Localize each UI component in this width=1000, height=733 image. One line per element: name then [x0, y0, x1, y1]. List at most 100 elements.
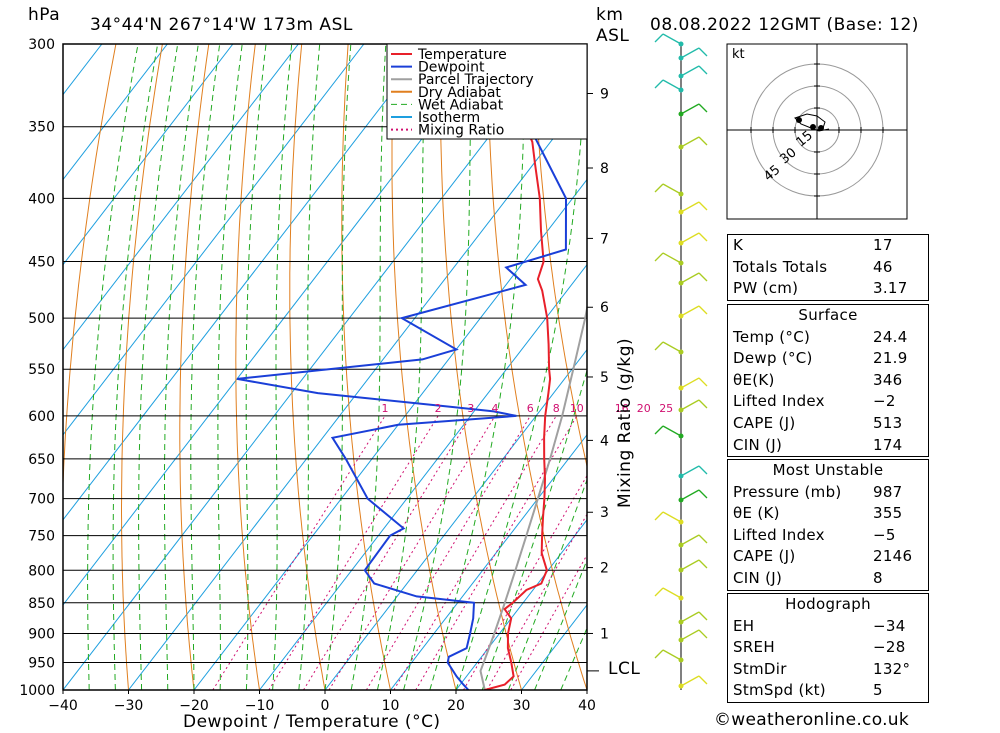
wind-barb-flag: [654, 511, 664, 521]
dry-adiabat-line: [440, 44, 522, 690]
index-row: Pressure (mb) 987: [733, 482, 903, 501]
dewpoint-line: [236, 44, 568, 690]
temperature-line: [484, 44, 552, 690]
wind-barb-shaft: [662, 252, 682, 264]
wind-barb-flag: [698, 103, 708, 113]
isotherm-line: [63, 44, 561, 690]
units-left: hPa: [28, 5, 60, 25]
wind-barb-flag: [698, 65, 708, 75]
pressure-tick-label: 750: [28, 529, 55, 545]
wind-barb-dot: [678, 73, 684, 79]
wind-barb-dot: [678, 240, 684, 246]
index-row: StmSpd (kt) 5: [733, 681, 883, 700]
units-km: km: [596, 5, 623, 25]
isotherm-line: [63, 44, 168, 181]
wind-barb-shaft: [662, 33, 682, 45]
mixing-ratio-line: [393, 415, 557, 690]
hodograph-point: [810, 124, 816, 130]
x-tick-label: −30: [114, 698, 144, 714]
mixing-ratio-line: [212, 415, 386, 690]
isobars: [63, 43, 587, 691]
wind-barb-shaft: [680, 47, 700, 59]
mixing-ratio-label: 20: [637, 402, 651, 415]
isotherm-line: [63, 44, 365, 436]
wind-barb-shaft: [662, 511, 682, 523]
pressure-tick-label: 900: [28, 627, 55, 643]
pressure-tick-label: 400: [28, 191, 55, 207]
x-tick-label: 40: [578, 698, 596, 714]
x-tick-label: −40: [48, 698, 78, 714]
pressure-tick-label: 950: [28, 656, 55, 672]
wind-barb-shaft: [662, 649, 682, 661]
pressure-axis: 300 350 400 450 500 550 600 650 700 750 800 850 900 9…: [19, 37, 55, 699]
index-row: PW (cm) 3.17: [733, 279, 908, 298]
x-tick-label: 30: [513, 698, 531, 714]
wind-barb-flag: [698, 534, 708, 544]
wind-barb-shaft: [680, 675, 700, 687]
pressure-tick-label: 350: [28, 120, 55, 136]
wind-barb-flag: [698, 675, 708, 685]
legend-label: Temperature: [417, 47, 507, 63]
hodograph-panel: Hodograph EH −34 SREH −28 StmDir 132° StmSp…: [727, 593, 929, 703]
km-tick-label: 1: [600, 627, 609, 643]
wind-barb-shaft: [680, 399, 700, 411]
isotherm-line: [259, 263, 587, 690]
dry-adiabat-line: [952, 44, 1000, 690]
legend-label: Isotherm: [418, 110, 480, 126]
index-row: StmDir 132°: [733, 659, 911, 678]
km-axis: 1 2 3 4 5 6 7 8 9: [587, 87, 609, 672]
wind-barb-shaft: [680, 136, 700, 148]
wind-barb-dot: [678, 280, 684, 286]
isotherm-line: [455, 519, 587, 690]
copyright-footer[interactable]: ©weatheronline.co.uk: [714, 710, 910, 730]
wind-barb-shaft: [662, 341, 682, 353]
wind-barb-shaft: [680, 272, 700, 284]
pressure-tick-label: 650: [28, 452, 55, 468]
wind-barb-dot: [678, 595, 684, 601]
wind-barb-dot: [678, 497, 684, 503]
wind-barb-shaft: [680, 629, 700, 641]
wind-barb-flag: [654, 33, 664, 43]
hodograph-point: [818, 125, 824, 131]
index-row: CAPE (J) 513: [733, 413, 903, 432]
wind-barb-flag: [698, 47, 708, 57]
wind-barb-dot: [678, 619, 684, 625]
pressure-tick-label: 800: [28, 563, 55, 579]
legend-label: Dry Adiabat: [418, 85, 501, 101]
pressure-tick-label: 500: [28, 311, 55, 327]
dry-adiabat-line: [579, 44, 587, 140]
wet-adiabat-line: [245, 44, 267, 690]
km-tick-label: 7: [600, 231, 609, 247]
mixing-ratio-label: 1: [382, 402, 389, 415]
pressure-tick-label: 550: [28, 362, 55, 378]
wind-barb-shaft: [680, 465, 700, 477]
mixing-ratio-label: 2: [435, 402, 442, 415]
wet-adiabat-line: [534, 558, 587, 690]
mixing-ratio-label: 6: [527, 402, 534, 415]
wind-barb-dot: [678, 313, 684, 319]
wind-barb-flag: [698, 377, 708, 387]
most-unstable-panel: Most Unstable Pressure (mb) 987 θE (K) 355…: [727, 459, 929, 591]
location-title: 34°44'N 267°14'W 173m ASL: [90, 15, 353, 35]
x-axis-label: Dewpoint / Temperature (°C): [183, 712, 441, 732]
parcel-trajectory-line: [479, 303, 587, 690]
wind-barb-shaft: [680, 489, 700, 501]
index-row: CIN (J) 174: [733, 435, 903, 454]
wind-barb-dot: [678, 433, 684, 439]
pressure-tick-label: 300: [28, 37, 55, 53]
wind-barb-shaft: [680, 232, 700, 244]
wind-barb-flag: [698, 201, 708, 211]
x-tick-label: 20: [447, 698, 465, 714]
hodograph-trace: [794, 113, 830, 132]
wind-barb-dot: [678, 637, 684, 643]
wind-barb-dot: [678, 209, 684, 215]
pressure-tick-label: 850: [28, 596, 55, 612]
legend-label: Wet Adiabat: [418, 97, 504, 113]
isotherm-line: [63, 44, 234, 266]
wind-barb-flag: [698, 489, 708, 499]
x-tick-label: −20: [179, 698, 209, 714]
wind-barb-flag: [698, 465, 708, 475]
wet-adiabat-line: [507, 478, 587, 690]
isotherm-line: [390, 433, 587, 690]
